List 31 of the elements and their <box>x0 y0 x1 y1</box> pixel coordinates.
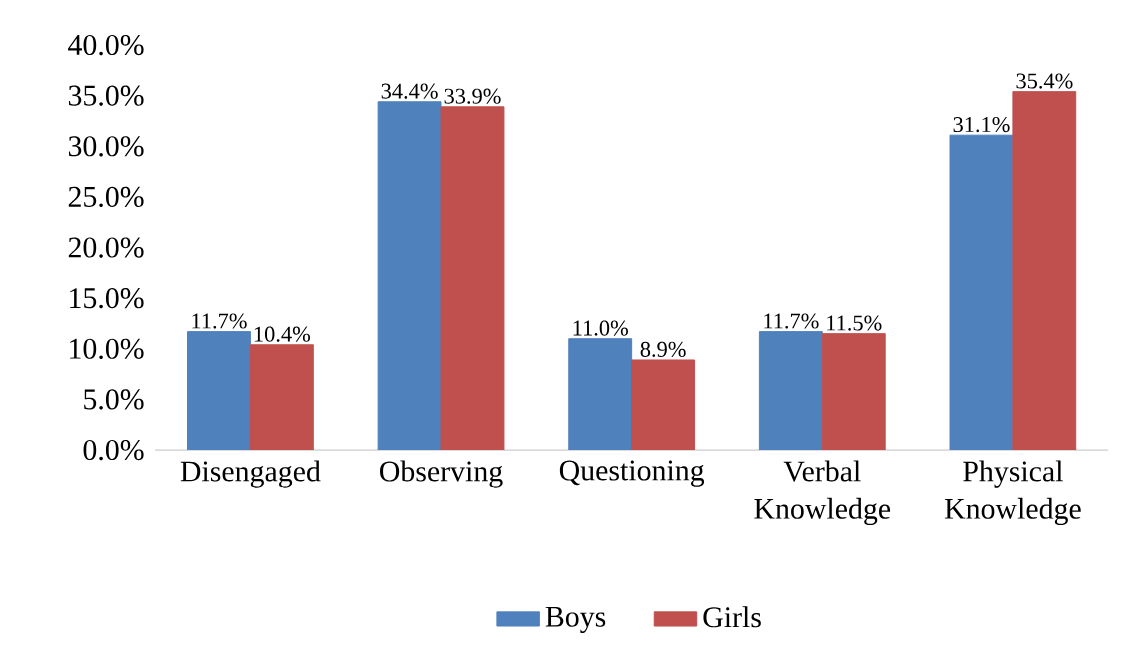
data-label: 11.7% <box>764 313 819 329</box>
bar <box>631 359 696 451</box>
data-label: 11.0% <box>573 320 628 336</box>
x-tick-label: Verbal Knowledge <box>754 460 891 526</box>
y-tick-label: 30.0% <box>68 136 144 157</box>
x-tick-label: Disengaged <box>180 460 321 488</box>
y-tick-label: 5.0% <box>84 389 144 410</box>
legend-label: Girls <box>703 606 761 628</box>
y-tick-label: 20.0% <box>68 237 144 258</box>
y-tick-label: 10.0% <box>70 338 144 359</box>
y-tick-label: 0.0% <box>83 439 144 461</box>
data-label: 35.4% <box>1016 73 1073 89</box>
y-tick-label: 15.0% <box>70 288 144 309</box>
data-label: 10.4% <box>254 326 311 342</box>
legend-label: Boys <box>545 606 606 633</box>
bar <box>821 333 886 451</box>
data-label: 34.4% <box>381 83 438 99</box>
data-label: 33.9% <box>444 88 501 104</box>
bar <box>249 344 314 451</box>
data-label: 11.7% <box>192 313 247 329</box>
x-tick-label: Observing <box>380 460 503 488</box>
bar <box>440 106 505 451</box>
y-tick-label: 40.0% <box>68 34 144 56</box>
y-tick-label: 35.0% <box>68 85 144 106</box>
data-label: 31.1% <box>953 116 1010 133</box>
data-label: 8.9% <box>640 341 686 357</box>
data-label: 11.5% <box>827 315 882 331</box>
x-tick-label: Physical Knowledge <box>944 460 1081 526</box>
bar <box>1012 91 1077 451</box>
x-tick-label: Questioning <box>559 460 705 487</box>
y-tick-label: 25.0% <box>68 186 144 208</box>
